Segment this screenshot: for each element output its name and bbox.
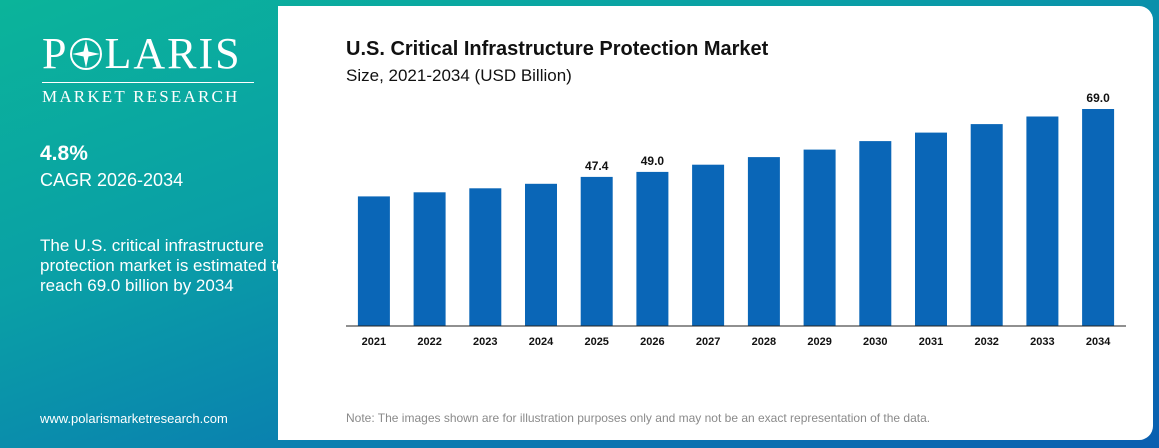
logo-letter-p: P <box>42 29 69 78</box>
x-tick-label: 2028 <box>752 336 776 348</box>
chart-title: U.S. Critical Infrastructure Protection … <box>346 38 769 60</box>
x-tick-label: 2031 <box>919 336 943 348</box>
data-label-2025: 47.4 <box>585 159 609 173</box>
data-label-2026: 49.0 <box>641 154 665 168</box>
x-tick-label: 2033 <box>1030 336 1054 348</box>
bar-2034 <box>1082 109 1115 326</box>
chart-subtitle: Size, 2021-2034 (USD Billion) <box>346 66 572 85</box>
logo-letters-laris: LARIS <box>104 29 242 78</box>
x-tick-label: 2021 <box>362 336 386 348</box>
x-tick-label: 2025 <box>584 336 608 348</box>
bar-2029 <box>803 149 836 326</box>
cagr-label: CAGR 2026-2034 <box>40 170 184 190</box>
logo-subtitle: MARKET RESEARCH <box>42 87 240 106</box>
market-description: The U.S. critical infrastructure protect… <box>40 236 286 295</box>
bar-2027 <box>692 164 725 326</box>
x-tick-label: 2024 <box>529 336 554 348</box>
cagr-value: 4.8% <box>40 142 88 165</box>
x-tick-label: 2023 <box>473 336 497 348</box>
left-info-panel: P LARIS MARKET RESEARCH 4.8% CAGR 2026-2… <box>0 0 300 448</box>
bar-2031 <box>915 132 947 326</box>
data-label-2034: 69.0 <box>1086 91 1110 105</box>
compass-star-icon <box>70 38 103 70</box>
polaris-logo: P LARIS MARKET RESEARCH <box>42 30 262 107</box>
bar-2024 <box>525 183 557 326</box>
x-tick-label: 2026 <box>640 336 664 348</box>
bar-2032 <box>970 124 1003 326</box>
disclaimer-note: Note: The images shown are for illustrat… <box>346 411 931 425</box>
bar-2023 <box>469 188 502 326</box>
x-tick-label: 2030 <box>863 336 887 348</box>
x-tick-label: 2022 <box>417 336 441 348</box>
bar-2030 <box>859 141 892 326</box>
x-tick-label: 2029 <box>807 336 831 348</box>
x-tick-label: 2032 <box>974 336 998 348</box>
bar-2025 <box>580 176 613 326</box>
bar-2021 <box>357 196 390 326</box>
x-tick-label: 2034 <box>1086 336 1111 348</box>
bar-2028 <box>747 157 780 326</box>
website-link[interactable]: www.polarismarketresearch.com <box>40 411 228 426</box>
bar-2026 <box>636 171 669 326</box>
bar-chart: 2021 2022 2023 2024 2025 47.4 2026 49.0 2027 2028… <box>346 91 1126 348</box>
logo-divider <box>42 82 254 83</box>
chart-panel: U.S. Critical Infrastructure Protection … <box>278 6 1153 440</box>
bar-2022 <box>413 192 446 326</box>
x-tick-label: 2027 <box>696 336 720 348</box>
bar-2033 <box>1026 116 1059 326</box>
